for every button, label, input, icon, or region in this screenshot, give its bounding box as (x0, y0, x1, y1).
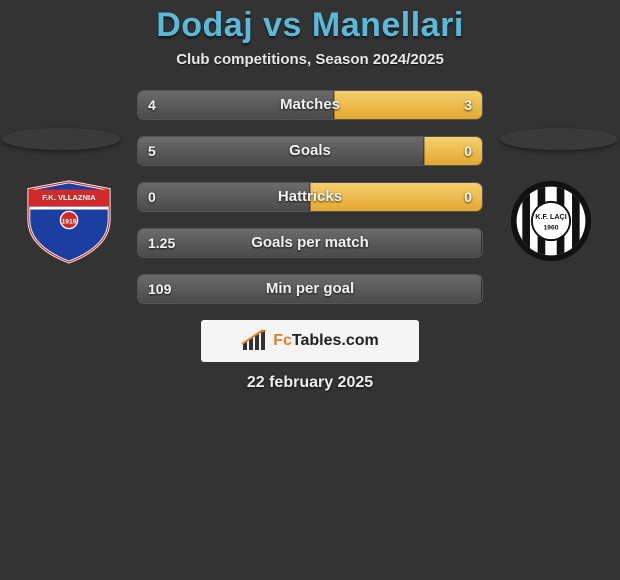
stat-label: Goals (138, 137, 482, 165)
stat-label: Hattricks (138, 183, 482, 211)
svg-text:1960: 1960 (544, 225, 559, 232)
svg-text:K.F. LAÇI: K.F. LAÇI (535, 213, 566, 221)
ellipse-left (2, 128, 120, 150)
team-left-logo: F.K. VLLAZNIA 1919 (20, 178, 118, 264)
stat-row: 43Matches (137, 90, 483, 120)
brand-text: FcTables.com (273, 332, 379, 350)
stat-row: 109Min per goal (137, 274, 483, 304)
stat-row: 1.25Goals per match (137, 228, 483, 258)
brand-suffix: .com (341, 332, 378, 349)
bar-chart-icon (241, 330, 267, 352)
page-title: Dodaj vs Manellari (0, 6, 620, 45)
stat-row: 50Goals (137, 136, 483, 166)
brand-badge[interactable]: FcTables.com (201, 320, 419, 362)
footer-date: 22 february 2025 (0, 374, 620, 392)
ellipse-right (500, 128, 618, 150)
stats-column: 43Matches 50Goals 00Hattricks 1.25Goals per… (137, 90, 483, 304)
stat-row: 00Hattricks (137, 182, 483, 212)
brand-main: Tables (292, 332, 342, 349)
brand-prefix: Fc (273, 332, 292, 349)
team-right-logo: K.F. LAÇI 1960 (502, 178, 600, 264)
comparison-card: Dodaj vs Manellari Club competitions, Se… (0, 0, 620, 440)
stat-label: Min per goal (138, 275, 482, 303)
svg-text:F.K. VLLAZNIA: F.K. VLLAZNIA (42, 193, 96, 202)
svg-text:1919: 1919 (62, 218, 77, 225)
stat-label: Goals per match (138, 229, 482, 257)
page-subtitle: Club competitions, Season 2024/2025 (0, 51, 620, 68)
stat-label: Matches (138, 91, 482, 119)
